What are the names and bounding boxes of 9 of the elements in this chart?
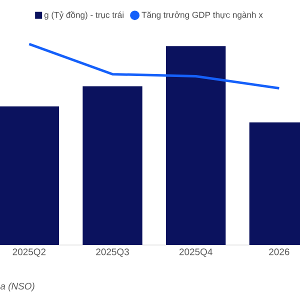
x-tick-label: 2026 xyxy=(269,248,290,256)
bar xyxy=(82,86,142,245)
text: a (NSO) xyxy=(0,282,34,292)
legend-label: Tăng trưởng GDP thực ngành x xyxy=(142,11,263,20)
legend-label: g (Tỷ đồng) - trục trái xyxy=(44,11,124,20)
bar xyxy=(0,106,59,245)
x-tick-label: 2025Q3 xyxy=(96,248,129,257)
x-tick-label: 2025Q4 xyxy=(179,248,212,257)
x-tick-label: 2025Q2 xyxy=(12,248,46,257)
